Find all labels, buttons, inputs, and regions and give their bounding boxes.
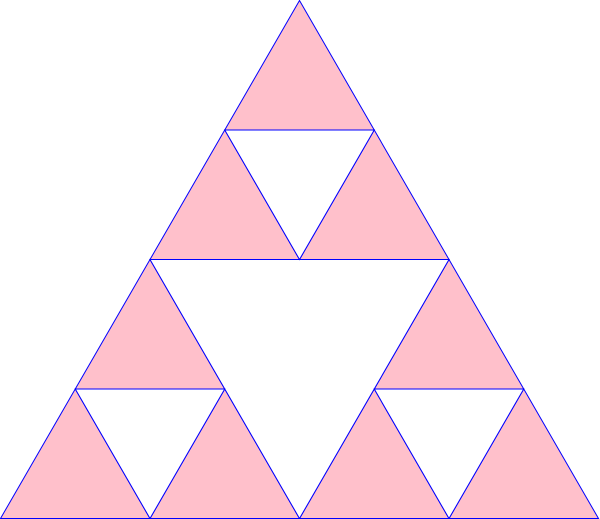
hole-outlines — [74, 129, 525, 519]
filled-triangle-1 — [223, 0, 376, 131]
hole-triangle-4 — [373, 388, 525, 519]
hole-triangle-2 — [223, 129, 376, 261]
hole-triangle-3 — [74, 388, 226, 519]
